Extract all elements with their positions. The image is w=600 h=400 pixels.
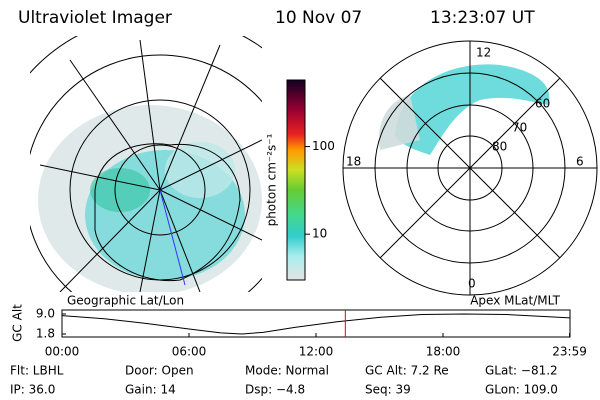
status-field: Gain: 14 <box>125 383 176 397</box>
status-field: Seq: 39 <box>365 383 411 397</box>
mlt-label: 6 <box>576 155 584 169</box>
status-field: GLat: −81.2 <box>485 364 558 378</box>
status-field: Door: Open <box>125 364 194 378</box>
panel-label: Geographic Lat/Lon <box>67 294 184 308</box>
colorbar-tick-label: 10 <box>312 227 327 241</box>
status-field: GLon: 109.0 <box>485 383 558 397</box>
alt-ytick-label: 1.8 <box>36 327 55 341</box>
colorbar-tick-label: 100 <box>312 139 335 153</box>
alt-ylabel: GC Alt <box>11 304 25 342</box>
lat-label: 80 <box>492 140 507 154</box>
mlt-label: 18 <box>346 155 361 169</box>
date: 10 Nov 07 <box>275 8 362 28</box>
alt-xtick-label: 12:00 <box>299 345 334 359</box>
lat-label: 60 <box>535 97 550 111</box>
apex-image <box>342 40 598 296</box>
alt-ytick-label: 9.0 <box>36 307 55 321</box>
status-field: Dsp: −4.8 <box>245 383 305 397</box>
alt-curve <box>61 313 571 335</box>
status-field: Mode: Normal <box>245 364 329 378</box>
alt-xtick-label: 06:00 <box>172 345 207 359</box>
time: 13:23:07 UT <box>430 8 535 28</box>
status-field: GC Alt: 7.2 Re <box>365 364 449 378</box>
geographic-image <box>30 36 262 292</box>
colorbar-label: photon cm⁻²s⁻¹ <box>265 133 279 226</box>
alt-xtick-label: 18:00 <box>426 345 461 359</box>
instrument: Ultraviolet Imager <box>18 8 172 28</box>
status-field: Flt: LBHL <box>10 364 64 378</box>
mlt-label: 0 <box>468 277 476 291</box>
alt-xtick-label: 23:59 <box>552 345 587 359</box>
mlt-label: 12 <box>476 46 491 60</box>
panel-label: Apex MLat/MLT <box>470 294 560 308</box>
status-field: IP: 36.0 <box>10 383 55 397</box>
colorbar <box>286 79 306 281</box>
lat-label: 70 <box>512 121 527 135</box>
alt-xtick-label: 00:00 <box>45 345 80 359</box>
